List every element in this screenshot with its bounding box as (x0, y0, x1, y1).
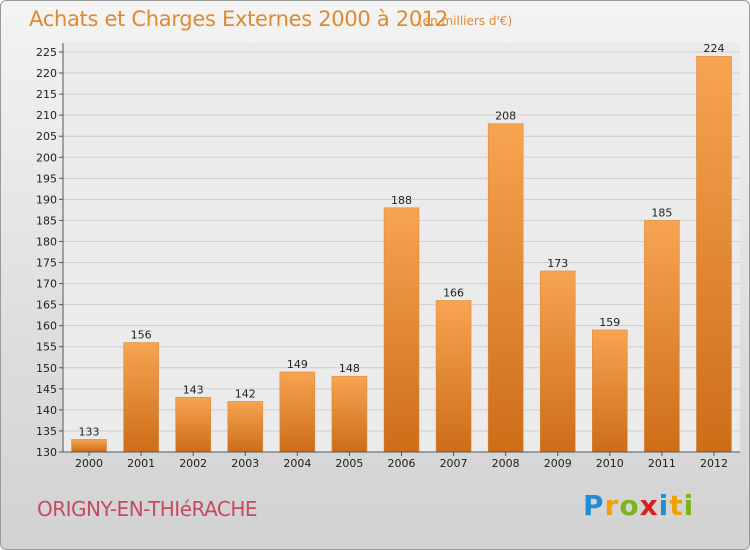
x-tick-label: 2009 (544, 457, 572, 470)
x-tick-label: 2011 (648, 457, 676, 470)
x-tick-label: 2005 (335, 457, 363, 470)
y-tick-label: 225 (36, 46, 57, 59)
y-tick-label: 180 (36, 235, 57, 248)
y-tick-label: 155 (36, 341, 57, 354)
bar-2008 (487, 123, 524, 453)
y-tick-label: 160 (36, 320, 57, 333)
y-tick-label: 215 (36, 88, 57, 101)
commune-name: ORIGNY-EN-THIéRACHE (37, 497, 258, 521)
bar-value-label: 156 (131, 329, 152, 342)
bar-2012 (696, 55, 732, 453)
x-tick-label: 2003 (231, 457, 259, 470)
axis-layer: 130 135 140 145 150 155 160 165 170 175 180 185 190 1… (36, 43, 740, 470)
bar-layer: 133 156 143 142 149 148 188 166 208 173 159 185 224 (71, 42, 732, 453)
y-tick-label: 185 (36, 214, 57, 227)
bar-2006 (383, 207, 420, 453)
y-tick-label: 195 (36, 172, 57, 185)
y-tick-label: 220 (36, 67, 57, 80)
x-tick-label: 2010 (596, 457, 624, 470)
bar-2010 (592, 329, 628, 453)
bar-value-label: 166 (443, 286, 464, 299)
bar-2009 (539, 270, 576, 453)
bar-value-label: 185 (651, 206, 672, 219)
bar-2004 (279, 371, 316, 453)
bar-value-label: 224 (703, 42, 724, 55)
bar-value-label: 148 (339, 362, 360, 375)
bar-value-label: 149 (287, 358, 308, 371)
bar-2003 (227, 401, 264, 453)
bar-value-label: 159 (599, 316, 620, 329)
bar-value-label: 143 (183, 383, 204, 396)
y-tick-label: 135 (36, 425, 57, 438)
bar-value-label: 142 (235, 387, 256, 400)
bar-value-label: 133 (79, 425, 100, 438)
bar-2002 (175, 397, 211, 453)
y-tick-label: 175 (36, 257, 57, 270)
y-tick-label: 205 (36, 130, 57, 143)
x-tick-label: 2006 (388, 457, 416, 470)
bar-2005 (331, 375, 368, 453)
proxiti-logo: Proxiti (583, 489, 695, 522)
y-tick-label: 145 (36, 383, 57, 396)
y-tick-label: 190 (36, 193, 57, 206)
y-tick-label: 140 (36, 404, 57, 417)
x-tick-label: 2008 (492, 457, 520, 470)
y-tick-label: 200 (36, 151, 57, 164)
bar-2007 (435, 300, 472, 453)
bar-2011 (644, 220, 680, 453)
bar-value-label: 188 (391, 194, 412, 207)
y-tick-label: 165 (36, 299, 57, 312)
y-tick-label: 170 (36, 278, 57, 291)
x-tick-label: 2007 (440, 457, 468, 470)
y-tick-label: 210 (36, 109, 57, 122)
y-tick-label: 150 (36, 362, 57, 375)
bar-value-label: 173 (547, 257, 568, 270)
x-tick-label: 2001 (127, 457, 155, 470)
chart-title: Achats et Charges Externes 2000 à 2012 (29, 7, 449, 31)
x-tick-label: 2000 (75, 457, 103, 470)
bar-value-label: 208 (495, 110, 516, 123)
x-tick-label: 2004 (283, 457, 311, 470)
chart-unit: (en milliers d'€) (418, 14, 513, 28)
y-tick-label: 130 (36, 446, 57, 459)
x-tick-label: 2012 (700, 457, 728, 470)
bar-2000 (71, 439, 107, 453)
bar-2001 (123, 342, 159, 453)
x-tick-label: 2002 (179, 457, 207, 470)
